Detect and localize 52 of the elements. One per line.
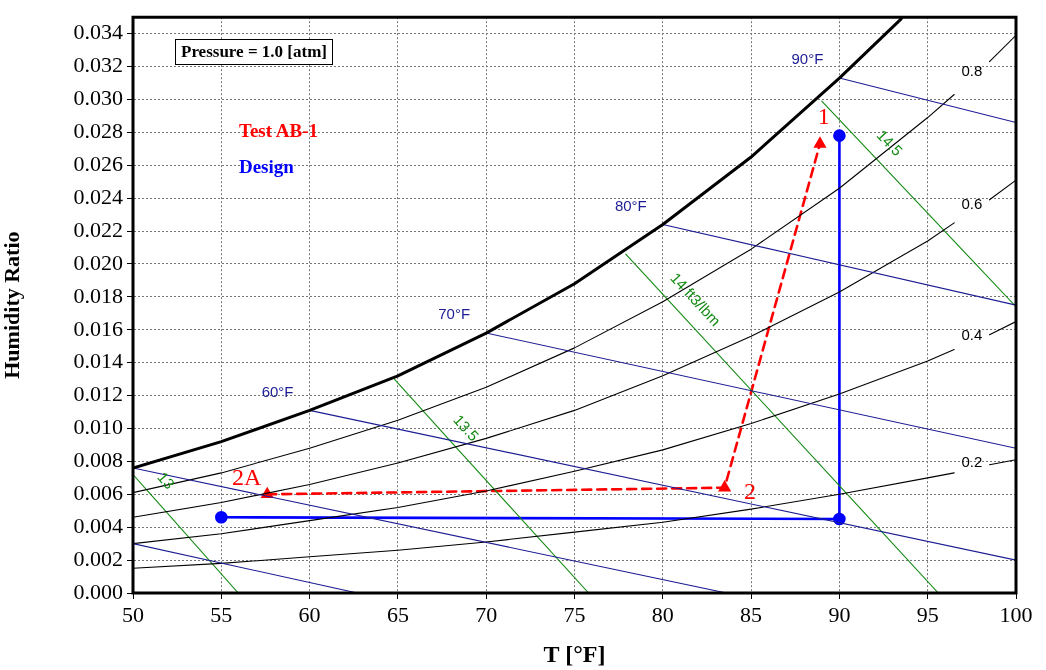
text: Design <box>238 156 295 178</box>
point <box>814 137 826 148</box>
x-tick-label: 60 <box>298 601 321 627</box>
x-tick-label: 90 <box>828 601 851 627</box>
y-tick-label: 0.034 <box>73 19 123 45</box>
y-tick-label: 0.026 <box>73 151 123 177</box>
annotation: 2 <box>744 478 757 505</box>
x-tick-label: 50 <box>122 601 144 627</box>
y-tick-label: 0.012 <box>73 381 123 407</box>
y-tick-label: 0.004 <box>73 512 123 538</box>
point <box>718 481 731 492</box>
series-label: 0.6 <box>961 195 983 213</box>
x-tick-label: 80 <box>651 601 674 627</box>
y-tick-label: 0.010 <box>73 414 123 440</box>
series-label: 0.2 <box>961 452 983 470</box>
x-tick-label: 85 <box>740 601 763 627</box>
x-tick-label: 95 <box>916 601 939 627</box>
series-label: 70°F <box>438 305 471 323</box>
x-tick-label: 65 <box>386 601 409 627</box>
y-tick-label: 0.020 <box>73 249 123 275</box>
point <box>833 129 846 142</box>
x-tick-label: 55 <box>210 601 233 627</box>
y-tick-label: 0.018 <box>73 282 123 308</box>
text: Test AB-1 <box>238 120 318 142</box>
x-tick-label: 70 <box>475 601 498 627</box>
x-tick-label: 100 <box>999 601 1033 627</box>
text: 14.5 <box>873 126 907 160</box>
y-tick-label: 0.022 <box>73 216 123 242</box>
y-tick-label: 0.006 <box>73 480 123 506</box>
x-axis-title: T [°F] <box>543 640 606 667</box>
annotation: 2A <box>232 463 263 490</box>
y-tick-label: 0.002 <box>73 545 123 571</box>
y-tick-label: 0.028 <box>73 118 123 144</box>
series-label: 60°F <box>261 382 294 400</box>
x-tick-label: 75 <box>563 601 586 627</box>
y-tick-label: 0.000 <box>73 578 123 604</box>
y-tick-label: 0.008 <box>73 447 123 473</box>
annotation: 1 <box>817 103 830 130</box>
y-tick-label: 0.014 <box>73 348 123 374</box>
y-tick-label: 0.030 <box>73 85 123 111</box>
text: 13.5 <box>450 411 483 445</box>
y-tick-label: 0.024 <box>73 183 123 209</box>
point <box>215 511 228 524</box>
series-label: 0.4 <box>961 326 983 344</box>
y-axis-title: Humidity Ratio <box>0 231 24 379</box>
annotation: Pressure = 1.0 [atm] <box>175 39 333 66</box>
text: 13 <box>154 468 179 493</box>
y-tick-label: 0.016 <box>73 315 123 341</box>
series-label: 0.8 <box>961 62 983 80</box>
series-label: 80°F <box>614 196 647 214</box>
series-label: 90°F <box>791 50 824 68</box>
y-tick-label: 0.032 <box>73 52 123 78</box>
